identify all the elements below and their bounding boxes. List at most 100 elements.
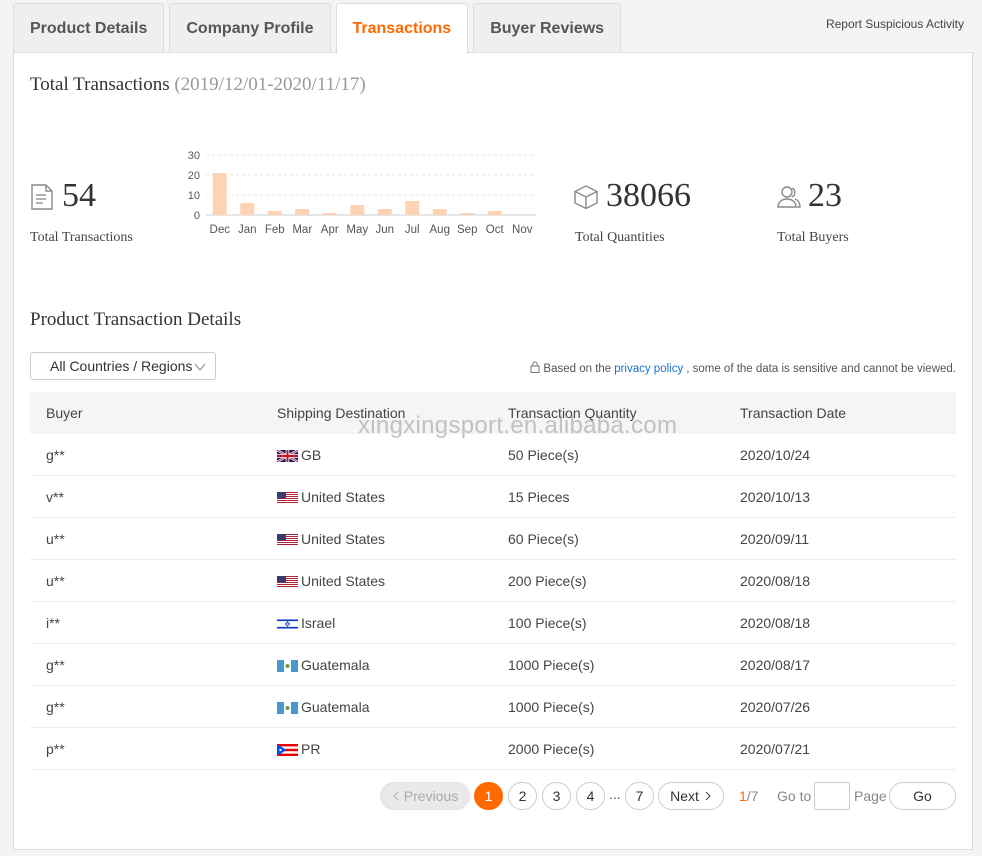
- buyer-cell: g**: [46, 698, 65, 715]
- x-tick-label: Dec: [210, 224, 231, 236]
- x-tick-label: Sep: [457, 224, 477, 236]
- countries-regions-dropdown[interactable]: All Countries / Regions: [30, 352, 216, 380]
- x-tick-label: Jun: [375, 224, 394, 236]
- quantity-cell: 60 Piece(s): [508, 530, 579, 547]
- transactions-bar-chart: 30 20 10 0 Dec Jan Feb Mar Apr May Jun Jul Aug Sep Oct…: [188, 150, 536, 236]
- destination-text: Israel: [301, 614, 336, 631]
- x-tick-label: Aug: [430, 224, 450, 236]
- y-tick-label: 0: [194, 210, 200, 222]
- tab-product-details[interactable]: Product Details: [13, 3, 165, 53]
- previous-label: Previous: [403, 788, 459, 804]
- total-buyers-value: 23: [808, 177, 842, 214]
- chart-bar-aug[interactable]: [432, 209, 447, 215]
- destination-cell: Israel: [261, 615, 492, 631]
- goto-page-input[interactable]: [814, 782, 850, 810]
- date-cell: 2020/10/13: [740, 488, 811, 505]
- date-cell: 2020/07/26: [740, 698, 811, 715]
- page-7-button[interactable]: 7: [625, 782, 654, 810]
- lock-icon: [530, 361, 540, 376]
- destination-text: Guatemala: [301, 698, 370, 715]
- report-suspicious-activity-link[interactable]: Report Suspicious Activity: [825, 17, 964, 31]
- buyer-cell: u**: [46, 530, 65, 547]
- destination-cell: United States: [261, 573, 492, 589]
- tab-bar: Product Details Company Profile Transact…: [13, 3, 622, 54]
- chart-bar-may[interactable]: [350, 205, 365, 215]
- total-quantities-label: Total Quantities: [575, 230, 665, 245]
- date-cell: 2020/08/17: [740, 656, 811, 673]
- x-tick-label: May: [346, 224, 368, 236]
- table-row: g** Guatemala 1000 Piece(s) 2020/08/17: [30, 644, 956, 686]
- y-tick-label: 20: [188, 170, 200, 182]
- y-tick-label: 30: [188, 150, 200, 162]
- x-tick-label: Jul: [405, 224, 420, 236]
- next-page-button[interactable]: Next: [658, 782, 724, 810]
- privacy-suffix: , some of the data is sensitive and cann…: [686, 362, 956, 375]
- destination-cell: United States: [261, 489, 492, 505]
- flag-il-icon: [277, 617, 298, 630]
- destination-cell: PR: [261, 741, 492, 757]
- destination-text: Guatemala: [301, 656, 370, 673]
- page-counter: 1/7: [739, 788, 758, 804]
- date-cell: 2020/10/24: [740, 446, 811, 463]
- page-3-button[interactable]: 3: [542, 782, 571, 810]
- tab-buyer-reviews[interactable]: Buyer Reviews: [473, 3, 622, 53]
- document-icon: [30, 183, 54, 216]
- privacy-notice: Based on the privacy policy, some of the…: [530, 361, 956, 376]
- chart-bar-jun[interactable]: [377, 209, 392, 215]
- flag-us-icon: [277, 533, 298, 546]
- destination-cell: United States: [261, 531, 492, 547]
- table-row: u** United States 200 Piece(s) 2020/08/18: [30, 560, 956, 602]
- date-cell: 2020/07/21: [740, 740, 811, 757]
- table-row: v** United States 15 Pieces 2020/10/13: [30, 476, 956, 518]
- chart-bar-jul[interactable]: [405, 201, 420, 215]
- x-tick-label: Nov: [512, 224, 533, 236]
- chart-bar-feb[interactable]: [267, 211, 282, 215]
- destination-cell: GB: [261, 447, 492, 463]
- transactions-table: Buyer Shipping Destination Transaction Q…: [30, 392, 956, 770]
- page-label: Page: [854, 788, 887, 804]
- page-4-button[interactable]: 4: [576, 782, 605, 810]
- table-body: g** GB 50 Piece(s) 2020/10/24 v** United Stat…: [30, 434, 956, 770]
- page-2-button[interactable]: 2: [508, 782, 537, 810]
- chart-bar-jan[interactable]: [240, 203, 255, 215]
- quantity-cell: 1000 Piece(s): [508, 698, 595, 715]
- destination-text: United States: [301, 530, 386, 547]
- chart-bar-mar[interactable]: [295, 209, 310, 215]
- date-cell: 2020/08/18: [740, 572, 811, 589]
- x-tick-label: Mar: [292, 224, 312, 236]
- chart-bar-apr[interactable]: [322, 213, 337, 215]
- privacy-prefix: Based on the: [543, 362, 612, 375]
- buyer-cell: g**: [46, 446, 65, 463]
- date-cell: 2020/09/11: [740, 530, 810, 547]
- chevron-right-icon: [704, 788, 712, 804]
- total-transactions-title: Total Transactions: [30, 74, 170, 95]
- flag-us-icon: [277, 575, 298, 588]
- pagination-ellipsis: ...: [609, 786, 621, 802]
- destination-text: GB: [301, 446, 322, 463]
- tab-transactions[interactable]: Transactions: [335, 3, 469, 54]
- next-label: Next: [670, 788, 699, 804]
- flag-gb-icon: [276, 448, 299, 463]
- tab-company-profile[interactable]: Company Profile: [169, 3, 331, 53]
- dropdown-label: All Countries / Regions: [50, 358, 193, 374]
- quantity-cell: 50 Piece(s): [508, 446, 579, 463]
- total-transactions-label: Total Transactions: [30, 230, 133, 245]
- chart-bar-oct[interactable]: [487, 211, 502, 215]
- flag-gt-icon: [277, 701, 298, 714]
- box-icon: [573, 184, 599, 215]
- privacy-policy-link[interactable]: privacy policy: [614, 362, 684, 375]
- transactions-panel: Total Transactions (2019/12/01-2020/11/1…: [13, 52, 973, 850]
- chart-bar-dec[interactable]: [212, 173, 227, 215]
- destination-cell: Guatemala: [261, 699, 492, 715]
- chart-bar-sep[interactable]: [460, 213, 475, 215]
- flag-gt-icon: [277, 659, 298, 672]
- total-pages: /7: [746, 788, 759, 804]
- pagination: Previous 1 2 3 4 ... 7 Next 1/7 Go to Pa…: [14, 782, 974, 812]
- quantity-cell: 1000 Piece(s): [508, 656, 595, 673]
- destination-text: United States: [301, 572, 386, 589]
- page-1-button[interactable]: 1: [474, 782, 503, 810]
- go-button[interactable]: Go: [889, 782, 956, 810]
- previous-page-button[interactable]: Previous: [380, 782, 470, 810]
- x-tick-label: Feb: [265, 224, 285, 236]
- table-header: Buyer Shipping Destination Transaction Q…: [30, 392, 956, 434]
